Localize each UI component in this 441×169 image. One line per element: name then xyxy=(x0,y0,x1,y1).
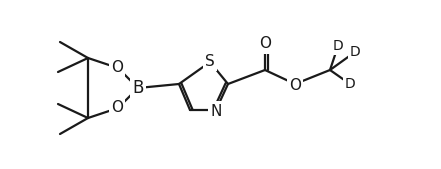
Text: O: O xyxy=(111,61,123,76)
Text: D: D xyxy=(333,39,344,53)
Text: O: O xyxy=(259,37,271,52)
Text: O: O xyxy=(111,101,123,115)
Text: B: B xyxy=(132,79,144,97)
Text: N: N xyxy=(210,103,222,118)
Text: S: S xyxy=(205,54,215,68)
Text: O: O xyxy=(289,78,301,92)
Text: D: D xyxy=(350,45,360,59)
Text: D: D xyxy=(344,77,355,91)
